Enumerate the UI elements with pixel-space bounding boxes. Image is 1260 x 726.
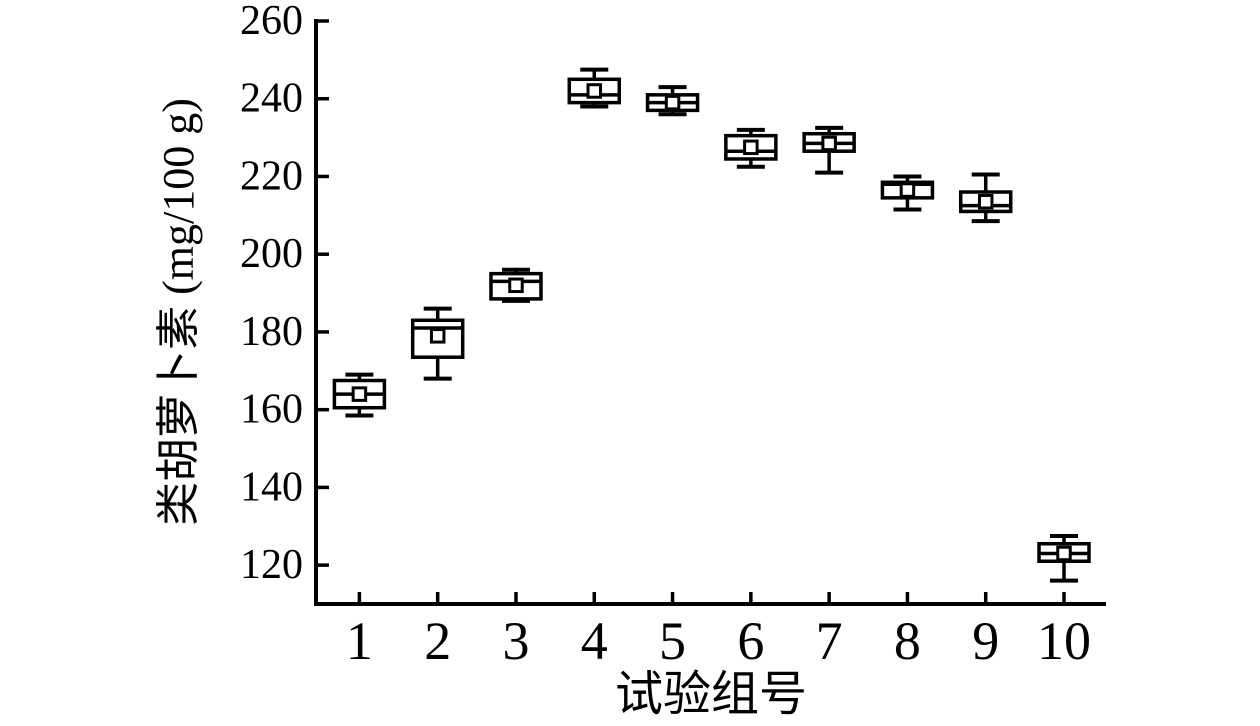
y-tick-label: 260: [240, 0, 303, 44]
x-tick-label: 2: [424, 611, 451, 671]
x-tick-label: 5: [659, 611, 686, 671]
box-group-3: [489, 267, 543, 303]
x-tick-label: 6: [737, 611, 764, 671]
mean-marker: [977, 193, 994, 210]
mean-marker: [821, 135, 837, 152]
mean-marker: [743, 139, 759, 156]
x-tick-label: 8: [894, 611, 921, 671]
box-group-10: [1037, 533, 1091, 583]
x-axis-title: 试验组号: [615, 668, 807, 721]
y-tick-label: 120: [240, 542, 303, 588]
plot-area: 120 140 160 180 200 220 240 260 1 2 3 4 5 6 7 8 9 10: [240, 0, 1106, 671]
mean-marker: [508, 277, 524, 294]
y-axis-title: 类胡萝卜素 (mg/100 g): [154, 98, 203, 526]
x-tick-label: 9: [972, 611, 999, 671]
box-group-7: [802, 125, 856, 175]
x-tick-label: 10: [1037, 611, 1091, 671]
box-group-8: [880, 174, 935, 212]
x-tick-label: 3: [502, 611, 529, 671]
y-tick-label: 140: [240, 464, 303, 510]
x-tick-label: 1: [346, 611, 373, 671]
mean-marker: [586, 83, 603, 99]
y-tick-label: 240: [240, 76, 303, 122]
y-tick-label: 160: [240, 387, 303, 433]
y-tick-label: 180: [240, 309, 303, 355]
mean-marker: [664, 94, 681, 111]
box-group-5: [645, 85, 700, 117]
y-tick-label: 220: [240, 153, 303, 199]
mean-marker: [1056, 545, 1072, 562]
box-group-1: [332, 372, 387, 418]
mean-marker: [429, 328, 446, 344]
x-tick-label: 7: [816, 611, 843, 671]
x-tick-label: 4: [581, 611, 608, 671]
box-group-2: [410, 306, 465, 381]
box-group-6: [724, 127, 778, 169]
mean-marker: [899, 182, 916, 198]
box-group-9: [958, 172, 1013, 224]
box-group-4: [567, 67, 622, 109]
y-tick-label: 200: [240, 231, 303, 277]
mean-marker: [351, 386, 368, 402]
